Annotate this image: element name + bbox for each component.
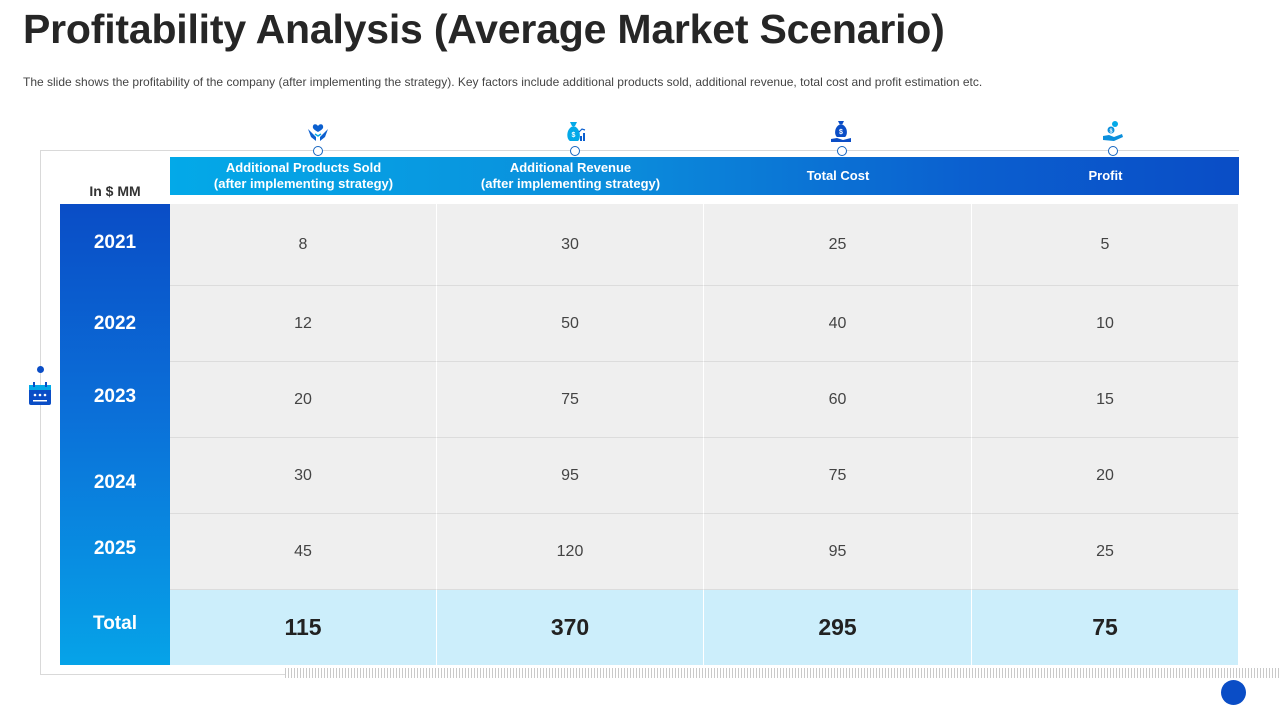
calendar-icon	[27, 381, 53, 407]
hands-care-icon	[305, 119, 331, 145]
table-cell: 15	[972, 362, 1239, 438]
column-header-line1: Additional Products Sold	[225, 160, 382, 175]
column-header-line2: (after implementing strategy)	[480, 176, 661, 191]
total-cell: 115	[170, 590, 437, 665]
table-cell: 25	[972, 514, 1239, 590]
table-cell: 12	[170, 286, 437, 362]
table-cell: 45	[170, 514, 437, 590]
column-header-revenue: Additional Revenue (after implementing st…	[437, 157, 704, 195]
table-cell: 20	[972, 438, 1239, 514]
row-label-total: Total	[93, 613, 137, 634]
column-header-line2: (after implementing strategy)	[213, 176, 394, 191]
table-cell: 30	[170, 438, 437, 514]
money-bag-hand-icon: $	[828, 119, 854, 145]
table-cell: 25	[704, 204, 972, 286]
row-label-2023: 2023	[93, 386, 137, 407]
unit-label: In $ MM	[89, 183, 141, 199]
row-label-2024: 2024	[93, 472, 137, 493]
row-label-2022: 2022	[93, 313, 137, 334]
table-cell: 5	[972, 204, 1239, 286]
svg-text:$: $	[839, 129, 843, 136]
table-row: 12 50 40 10	[170, 286, 1239, 362]
year-column	[60, 204, 170, 665]
calendar-pin	[37, 366, 44, 373]
column-node-1	[313, 146, 323, 156]
svg-text:$: $	[572, 132, 576, 139]
row-label-2025: 2025	[93, 538, 137, 559]
column-node-3	[837, 146, 847, 156]
decorative-tick-strip	[285, 668, 1280, 678]
table-cell: 60	[704, 362, 972, 438]
table-cell: 75	[437, 362, 704, 438]
svg-text:$: $	[1109, 129, 1112, 135]
column-node-2	[570, 146, 580, 156]
table-cell: 75	[704, 438, 972, 514]
column-header-products-sold: Additional Products Sold (after implement…	[170, 157, 437, 195]
decorative-corner-dot	[1221, 680, 1246, 705]
table-total-row: 115 370 295 75	[170, 590, 1239, 665]
table-cell: 50	[437, 286, 704, 362]
column-node-4	[1108, 146, 1118, 156]
table-cell: 95	[437, 438, 704, 514]
total-cell: 75	[972, 590, 1239, 665]
table-cell: 40	[704, 286, 972, 362]
money-bag-chart-icon: $	[562, 119, 588, 145]
column-header-line1: Additional Revenue	[509, 160, 632, 175]
table-row: 45 120 95 25	[170, 514, 1239, 590]
page-title: Profitability Analysis (Average Market S…	[23, 6, 945, 52]
table-cell: 20	[170, 362, 437, 438]
column-header-line1: Total Cost	[806, 168, 870, 183]
frame-left-line	[40, 150, 41, 675]
frame-top-line	[40, 150, 1239, 151]
table-row: 8 30 25 5	[170, 204, 1239, 286]
table-row: 20 75 60 15	[170, 362, 1239, 438]
table-cell: 95	[704, 514, 972, 590]
table-cell: 10	[972, 286, 1239, 362]
hand-coins-icon: $	[1100, 119, 1126, 145]
frame-bottom-line	[40, 674, 285, 675]
table-row: 30 95 75 20	[170, 438, 1239, 514]
page-subtitle: The slide shows the profitability of the…	[23, 75, 983, 89]
row-label-2021: 2021	[93, 232, 137, 253]
column-header-line1: Profit	[1088, 168, 1123, 183]
table-header-bar	[170, 157, 1239, 195]
table-cell: 8	[170, 204, 437, 286]
column-header-profit: Profit	[972, 157, 1239, 195]
table-cell: 120	[437, 514, 704, 590]
table-cell: 30	[437, 204, 704, 286]
total-cell: 370	[437, 590, 704, 665]
column-header-total-cost: Total Cost	[704, 157, 972, 195]
total-cell: 295	[704, 590, 972, 665]
